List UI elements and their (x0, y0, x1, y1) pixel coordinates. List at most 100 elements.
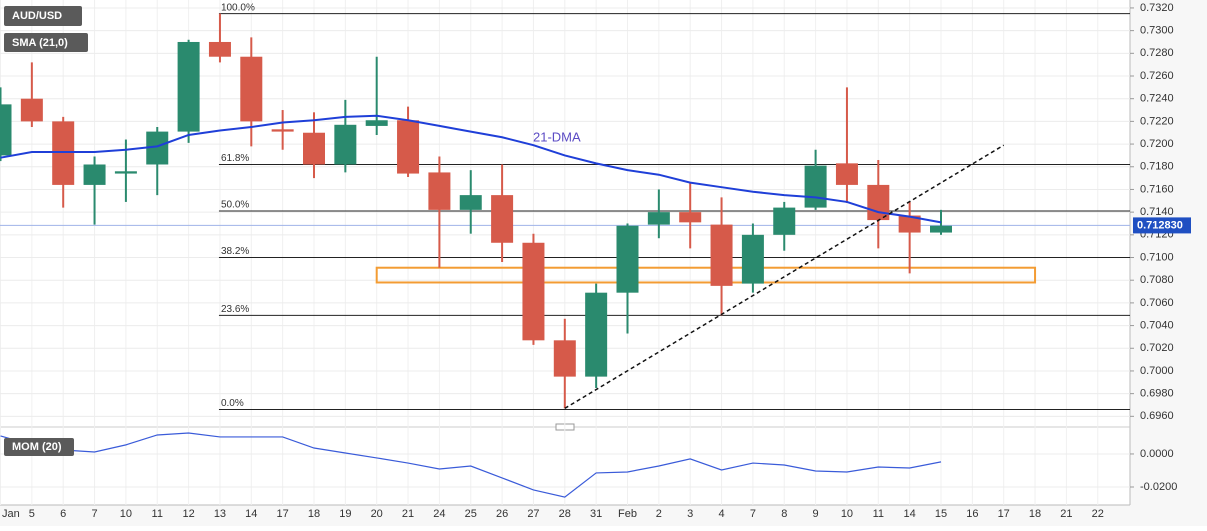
symbol-badge (4, 6, 82, 26)
candle-body (20, 98, 43, 122)
y-tick-label: 0.6980 (1140, 388, 1174, 400)
candle-body (867, 184, 890, 221)
fib-label: 0.0% (221, 398, 244, 409)
y-tick-label: 0.7240 (1140, 93, 1174, 105)
x-tick-label: 13 (214, 508, 226, 520)
candle-body (679, 212, 702, 223)
candle-body (177, 41, 200, 132)
y-tick-label: 0.7180 (1140, 161, 1174, 173)
candle-body (741, 234, 764, 284)
y-tick-label: 0.7060 (1140, 297, 1174, 309)
x-tick-label: 17 (998, 508, 1010, 520)
fib-label: 38.2% (221, 246, 249, 257)
x-tick-label: 21 (1060, 508, 1072, 520)
axis-background (0, 505, 1130, 526)
x-tick-label: 7 (91, 508, 97, 520)
support-zone (375, 266, 1037, 284)
x-tick-label: 4 (718, 508, 724, 520)
candle-body (303, 132, 325, 165)
x-tick-label: 7 (750, 508, 756, 520)
y-tick-label: 0.7300 (1140, 25, 1174, 37)
x-tick-label: 14 (904, 508, 916, 520)
candle-body (428, 172, 451, 210)
fib-label: 61.8% (221, 153, 249, 164)
candle-body (208, 41, 231, 57)
x-tick-label: 24 (433, 508, 445, 520)
plot: 100.0% 61.8% 50.0% 38.2% 23.6% 0.0% (0, 2, 1130, 498)
x-tick-label: 10 (120, 508, 132, 520)
y-tick-label: 0.7320 (1140, 2, 1174, 14)
y-tick-label: 0.7280 (1140, 47, 1174, 59)
candle-body (334, 124, 357, 165)
y-tick-label: 0.7200 (1140, 138, 1174, 150)
legend-badge (4, 33, 88, 52)
x-tick-label: 28 (559, 508, 571, 520)
candle-body (930, 225, 952, 233)
x-tick-label: 11 (873, 508, 884, 520)
y-tick-label: 0.7000 (1140, 365, 1174, 377)
price-label: 0.712830 (1137, 219, 1183, 231)
x-tick-label: Jan (2, 508, 20, 520)
x-tick-label: 31 (590, 508, 602, 520)
x-tick-label: 18 (308, 508, 320, 520)
fib-label: 50.0% (221, 200, 249, 211)
y-tick-label: 0.7140 (1140, 206, 1174, 218)
candle-body (0, 104, 12, 156)
y-tick-label: 0.7040 (1140, 319, 1174, 331)
axis-background (1130, 0, 1207, 526)
x-tick-label: 14 (245, 508, 257, 520)
annotation: 21-DMA (533, 129, 581, 144)
trendline (564, 144, 1005, 410)
x-tick-label: 25 (465, 508, 477, 520)
grid (0, 0, 1130, 505)
x-tick-label: 22 (1092, 508, 1104, 520)
series-line (0, 114, 942, 224)
candle-body (240, 56, 263, 122)
candle-body (773, 207, 796, 235)
x-tick-label: 17 (277, 508, 289, 520)
x-tick-label: 20 (371, 508, 383, 520)
candle-body (365, 120, 388, 126)
candle-body (898, 215, 921, 233)
y-tick-label: -0.0200 (1140, 481, 1177, 493)
x-tick-label: 5 (29, 508, 35, 520)
x-tick-label: 19 (339, 508, 351, 520)
candle-body (271, 129, 294, 132)
x-tick-label: 2 (656, 508, 662, 520)
x-tick-label: 10 (841, 508, 853, 520)
series-line (0, 432, 942, 498)
x-tick-label: 15 (935, 508, 947, 520)
candle-body (647, 212, 670, 225)
candle-body (52, 121, 75, 185)
x-tick-label: 9 (813, 508, 819, 520)
fib-label: 23.6% (221, 304, 249, 315)
candle-body (397, 120, 420, 174)
y-tick-label: 0.7160 (1140, 183, 1174, 195)
chart-title: AUD/USD (12, 10, 62, 22)
x-tick-label: 12 (182, 508, 194, 520)
legend-entry: SMA (21,0) (12, 37, 68, 49)
candle-body (146, 131, 169, 165)
x-tick-label: 27 (527, 508, 539, 520)
candle-body (522, 242, 545, 341)
candle-body (114, 171, 137, 174)
x-tick-label: 16 (966, 508, 978, 520)
y-tick-label: 0.7100 (1140, 251, 1174, 263)
price-box (1133, 217, 1191, 234)
candle-body (459, 195, 482, 210)
fib-label: 100.0% (221, 2, 255, 13)
candle-body (804, 165, 827, 208)
x-tick-label: Feb (618, 508, 637, 520)
x-tick-label: 8 (781, 508, 787, 520)
y-tick-label: 0.7020 (1140, 342, 1174, 354)
y-tick-label: 0.6960 (1140, 410, 1174, 422)
legend-badge (4, 438, 74, 456)
candle-body (553, 340, 576, 377)
candle-body (83, 164, 106, 185)
x-tick-label: 3 (687, 508, 693, 520)
candle-body (585, 292, 608, 377)
y-tick-label: 0.7220 (1140, 115, 1174, 127)
y-tick-label: 0.7260 (1140, 70, 1174, 82)
candle-body (491, 195, 514, 243)
